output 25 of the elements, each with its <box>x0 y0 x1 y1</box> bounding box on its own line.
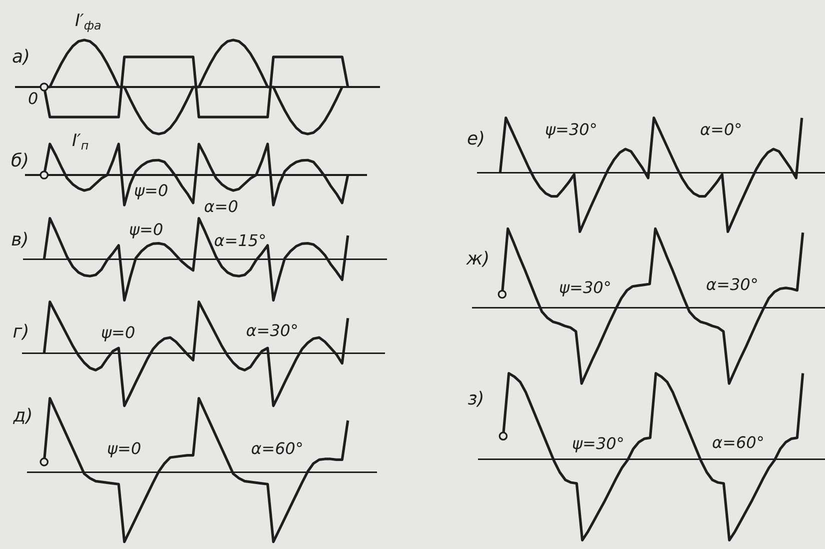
annotation: ψ=30° <box>559 278 612 297</box>
annotation: α=0° <box>700 120 742 139</box>
annotation: α=60° <box>712 433 764 452</box>
chart-title: д) <box>12 405 33 426</box>
text: в) <box>11 229 29 250</box>
annotation: α=15° <box>214 231 266 250</box>
annotation: ψ=30° <box>572 434 624 453</box>
text: е) <box>466 128 486 150</box>
annotation: α=0 <box>204 197 238 216</box>
chart-title: б) <box>10 150 30 172</box>
annotation: α=60° <box>251 439 304 458</box>
text: г) <box>12 321 30 342</box>
series-label: I′$_{п}$ <box>72 131 89 153</box>
annotation: ψ=0 <box>129 220 164 239</box>
text: з) <box>468 388 484 410</box>
annotation: ψ=0 <box>101 323 136 342</box>
annotation: ψ=0 <box>107 439 142 458</box>
chart-title: а) <box>12 46 30 68</box>
annotation: ψ=0 <box>134 181 168 200</box>
series-label: I′$_{фa}$ <box>75 11 102 33</box>
text: 0 <box>28 89 38 108</box>
annotation: α=30° <box>246 321 298 340</box>
annotation: ψ=30° <box>545 120 598 139</box>
annotation: α=30° <box>706 275 758 294</box>
text: ж) <box>465 248 490 270</box>
